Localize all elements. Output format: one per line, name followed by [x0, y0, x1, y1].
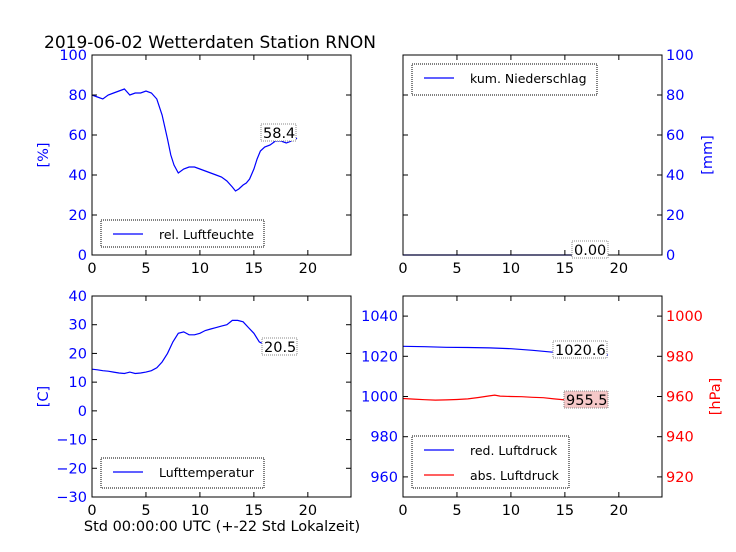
x-tick-label: 15: [245, 261, 263, 277]
pressure-panel: 0 5 10 15 20 960 980 1000 1020 1040 920 940 960 980 10…: [361, 295, 724, 519]
value-annotation-box: [563, 390, 609, 409]
y-tick-label: 1000: [361, 390, 398, 406]
x-tick-label: 15: [556, 503, 574, 519]
legend-box: [100, 457, 265, 489]
x-tick-label: 15: [245, 503, 263, 519]
y-tick-label: 20: [666, 208, 684, 224]
x-tick-label: 20: [299, 503, 317, 519]
x-tick-label: 10: [502, 261, 520, 277]
value-annotation-box: [261, 337, 298, 356]
legend-label: rel. Luftfeuchte: [159, 227, 254, 242]
y-tick-label: 100: [666, 48, 694, 64]
y-axis-label: [C]: [36, 386, 52, 407]
legend-box: [411, 63, 598, 96]
y-tick-label: 80: [69, 88, 87, 104]
x-tick-label: 20: [299, 261, 317, 277]
y-tick-label: 1020: [361, 349, 398, 365]
y-tick-label: 0: [78, 248, 87, 264]
series-line-humidity-0: [91, 88, 298, 192]
value-annotation: 20.5: [264, 340, 296, 356]
value-annotation-box: [260, 123, 297, 142]
y-tick-label: −20: [56, 461, 87, 477]
x-tick-label: 10: [502, 503, 520, 519]
legend-label: abs. Luftdruck: [470, 468, 560, 483]
x-tick-label: 15: [556, 261, 574, 277]
x-tick-label: 20: [610, 261, 628, 277]
y-tick-label: 960: [370, 470, 398, 486]
legend-label: kum. Niederschlag: [470, 71, 587, 86]
y-axis-label: [%]: [36, 142, 52, 167]
y-tick-label: 60: [666, 128, 684, 144]
x-tick-label: 5: [141, 261, 150, 277]
y-tick-label: 40: [666, 168, 684, 184]
x-tick-label: 20: [610, 503, 628, 519]
y-tick-label: 40: [69, 168, 87, 184]
y-tick-label: 10: [69, 375, 87, 391]
y-tick-label: 80: [666, 88, 684, 104]
y-right-tick-label: 960: [666, 390, 694, 406]
humidity-panel: 0 5 10 15 20 0 20 40 60 80 100 [%] 58.4 rel. Luftfeuc…: [36, 48, 352, 277]
x-tick-label: 0: [87, 503, 96, 519]
value-annotation: 1020.6: [555, 343, 606, 359]
y-tick-label: 60: [69, 128, 87, 144]
y-right-axis-label: [hPa]: [708, 378, 724, 415]
y-tick-label: −30: [56, 490, 87, 506]
temperature-panel: 0 5 10 15 20 −30 −20 −10 0 10 20 30 40 [C] 20.5 Lufttem…: [36, 289, 352, 519]
x-tick-label: 5: [452, 261, 461, 277]
figure-title: 2019-06-02 Wetterdaten Station RNON: [44, 33, 376, 53]
y-tick-label: 40: [69, 289, 87, 305]
legend-box: [411, 435, 570, 489]
value-annotation: 58.4: [263, 126, 295, 142]
y-axis-label: [mm]: [700, 135, 716, 175]
x-axis-label: Std 00:00:00 UTC (+-22 Std Lokalzeit): [84, 519, 360, 535]
x-tick-label: 5: [452, 503, 461, 519]
x-tick-label: 0: [398, 503, 407, 519]
y-tick-label: 0: [78, 404, 87, 420]
plot-frame: [91, 54, 352, 256]
y-tick-label: 0: [666, 248, 675, 264]
y-right-tick-label: 920: [666, 470, 694, 486]
value-annotation: 955.5: [566, 393, 608, 409]
legend-label: Lufttemperatur: [159, 465, 255, 480]
y-right-tick-label: 940: [666, 430, 694, 446]
y-tick-label: 20: [69, 346, 87, 362]
x-tick-label: 5: [141, 503, 150, 519]
precipitation-panel: 0 5 10 15 20 0 20 40 60 80 100 [mm] 0.00 kum. Nieders…: [398, 48, 716, 277]
y-right-tick-label: 1000: [666, 309, 703, 325]
x-tick-label: 0: [398, 261, 407, 277]
y-tick-label: 20: [69, 208, 87, 224]
y-tick-label: 30: [69, 318, 87, 334]
legend-label: red. Luftdruck: [470, 443, 558, 458]
y-tick-label: 1040: [361, 309, 398, 325]
y-tick-label: −10: [56, 433, 87, 449]
y-tick-label: 100: [59, 48, 87, 64]
y-right-tick-label: 980: [666, 349, 694, 365]
y-tick-label: 980: [370, 430, 398, 446]
plot-frame: [402, 54, 663, 256]
x-tick-label: 10: [191, 503, 209, 519]
x-tick-label: 0: [87, 261, 96, 277]
value-annotation-box: [552, 340, 608, 359]
value-annotation-box: [571, 240, 609, 259]
plot-frame: [91, 295, 352, 498]
x-tick-label: 10: [191, 261, 209, 277]
value-annotation: 0.00: [574, 243, 606, 259]
